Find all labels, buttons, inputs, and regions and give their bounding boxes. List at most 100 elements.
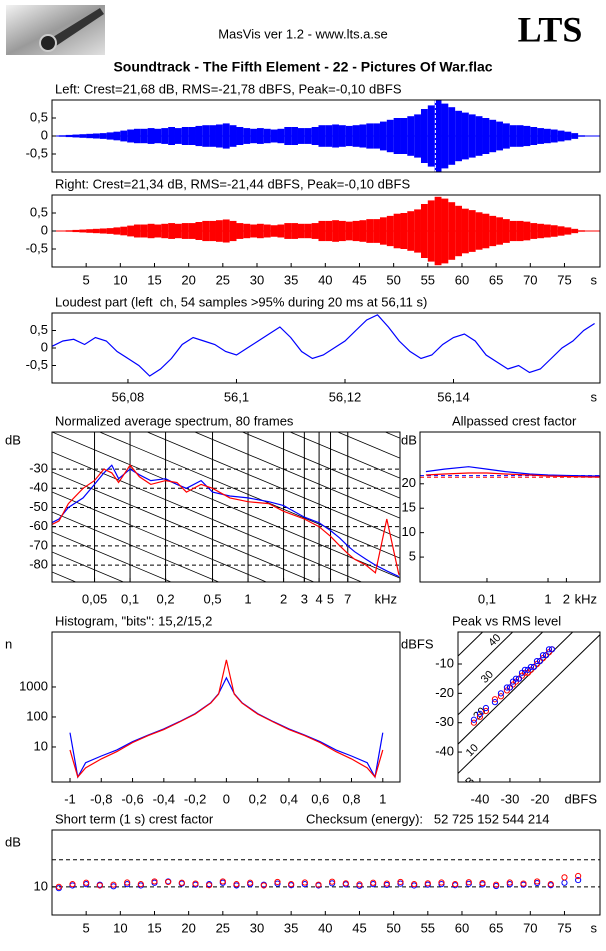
waveform-envelope <box>154 128 162 144</box>
checksum: Checksum (energy): 52 725 152 544 214 <box>306 811 550 826</box>
x-tick-label: -30 <box>501 791 520 806</box>
pink-noise-slope <box>52 491 268 582</box>
point <box>452 881 459 888</box>
waveform-envelope <box>120 130 128 142</box>
y-tick-label: -60 <box>29 518 48 533</box>
waveform-envelope <box>140 224 148 238</box>
y-tick-label: 10 <box>34 738 48 753</box>
waveform-envelope <box>543 224 551 238</box>
waveform-envelope <box>79 134 87 138</box>
waveform-envelope <box>578 135 585 137</box>
waveform-envelope <box>509 125 517 147</box>
waveform-envelope <box>564 227 572 235</box>
point <box>315 881 322 888</box>
waveform-envelope <box>127 129 134 143</box>
waveform-envelope <box>475 116 483 156</box>
waveform-envelope <box>373 219 380 243</box>
point <box>55 883 62 890</box>
waveform-envelope <box>202 125 210 147</box>
x-tick-label: 30 <box>250 272 264 287</box>
x-unit-label: kHz <box>575 591 597 606</box>
waveform-envelope <box>229 220 237 242</box>
pink-noise-slope <box>52 192 400 338</box>
waveform-envelope <box>496 121 503 151</box>
point <box>69 881 76 888</box>
x-tick-label: 65 <box>489 920 503 935</box>
waveform-envelope <box>516 220 524 242</box>
waveform-envelope <box>379 217 387 245</box>
pink-noise-slope <box>289 432 400 479</box>
waveform-envelope <box>386 215 394 247</box>
point <box>424 880 431 887</box>
x-tick-label: 5 <box>83 272 90 287</box>
waveform-envelope <box>147 128 155 144</box>
waveform-envelope <box>65 230 73 232</box>
x-unit-label: s <box>591 920 598 935</box>
point <box>301 879 308 886</box>
waveform-envelope <box>441 103 449 169</box>
chart-panel: Loudest part (left ch, 54 samples >95% d… <box>26 294 601 404</box>
plot-frame <box>51 431 401 583</box>
waveform-envelope <box>209 125 216 147</box>
y-tick-label: -30 <box>435 714 454 729</box>
x-tick-label: 20 <box>181 272 195 287</box>
x-tick-label: 55 <box>421 920 435 935</box>
point <box>542 652 550 659</box>
series-line <box>52 464 400 575</box>
waveform-envelope <box>359 220 367 242</box>
waveform-envelope <box>366 123 374 149</box>
pink-noise-slope <box>52 471 315 582</box>
x-tick-label: 7 <box>344 591 351 606</box>
point <box>329 878 336 885</box>
logo-image <box>6 5 105 55</box>
waveform-envelope <box>161 128 169 144</box>
waveform-envelope <box>236 127 244 145</box>
point <box>96 882 103 889</box>
waveform-envelope <box>127 225 134 237</box>
x-tick-label: -40 <box>471 791 490 806</box>
pink-noise-slope <box>52 92 400 238</box>
waveform-envelope <box>455 205 462 257</box>
waveform-envelope <box>502 219 510 243</box>
point <box>342 880 349 887</box>
x-tick-label: 50 <box>386 920 400 935</box>
waveform-envelope <box>455 110 462 162</box>
waveform-envelope <box>332 220 339 242</box>
chart-panel: Histogram, "bits": 15,2/15,2n100010010-1… <box>5 613 401 806</box>
waveform-envelope <box>393 118 401 154</box>
point <box>575 872 582 880</box>
y-tick-label: 1000 <box>19 678 48 693</box>
waveform-envelope <box>133 128 141 144</box>
x-tick-label: 1 <box>244 591 251 606</box>
waveform-envelope <box>72 134 80 138</box>
point <box>482 704 490 712</box>
waveform-envelope <box>297 128 305 144</box>
x-tick-label: -0,6 <box>121 791 143 806</box>
point <box>482 707 490 715</box>
waveform-envelope <box>427 200 435 262</box>
waveform-envelope <box>557 226 565 236</box>
waveform-envelope <box>174 128 182 144</box>
x-tick-label: 60 <box>455 920 469 935</box>
waveform-envelope <box>250 128 257 144</box>
y-tick-label: 10 <box>402 524 416 539</box>
crest-line <box>458 632 574 745</box>
point <box>503 684 511 691</box>
waveform-envelope <box>448 202 456 260</box>
waveform-envelope <box>578 230 585 232</box>
point <box>233 881 240 888</box>
waveform-envelope <box>209 220 216 242</box>
waveform-envelope <box>99 133 107 139</box>
point <box>192 880 199 887</box>
waveform-envelope <box>564 131 572 141</box>
waveform-envelope <box>106 228 114 234</box>
waveform-envelope <box>325 125 333 147</box>
waveform-envelope <box>434 196 442 266</box>
y-tick-label: -40 <box>29 480 48 495</box>
x-tick-label: 75 <box>557 920 571 935</box>
waveform-envelope <box>65 134 73 138</box>
waveform-envelope <box>420 204 428 258</box>
point <box>356 881 363 888</box>
y-tick-label: -10 <box>435 655 454 670</box>
